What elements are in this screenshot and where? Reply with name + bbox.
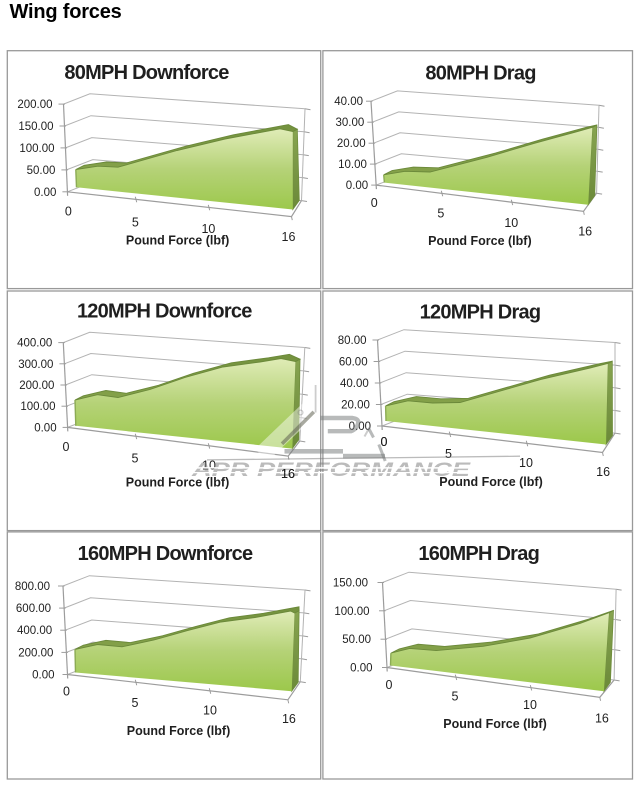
svg-text:Pound Force (lbf): Pound Force (lbf) [439, 475, 542, 489]
svg-text:10: 10 [523, 698, 537, 712]
svg-text:150.00: 150.00 [18, 121, 53, 133]
svg-text:APR PERFORMANCE: APR PERFORMANCE [191, 460, 472, 481]
svg-text:150.00: 150.00 [333, 578, 368, 590]
svg-text:120MPH Drag: 120MPH Drag [420, 302, 541, 324]
svg-text:160MPH Downforce: 160MPH Downforce [78, 543, 253, 565]
svg-text:0.00: 0.00 [350, 663, 372, 675]
svg-text:10.00: 10.00 [338, 159, 367, 171]
svg-text:40.00: 40.00 [334, 96, 363, 108]
svg-text:0.00: 0.00 [34, 422, 56, 434]
svg-text:100.00: 100.00 [19, 143, 54, 155]
svg-text:5: 5 [437, 207, 444, 221]
svg-text:16: 16 [578, 224, 592, 238]
svg-text:30.00: 30.00 [336, 117, 365, 129]
svg-text:16: 16 [596, 465, 610, 479]
svg-text:5: 5 [132, 216, 139, 230]
svg-text:0: 0 [386, 678, 393, 692]
svg-text:200.00: 200.00 [19, 380, 54, 392]
svg-text:16: 16 [595, 711, 609, 725]
svg-text:16: 16 [282, 230, 296, 244]
svg-text:Wing forces: Wing forces [10, 1, 122, 23]
svg-text:0: 0 [63, 685, 70, 699]
svg-text:50.00: 50.00 [342, 634, 371, 646]
svg-text:0: 0 [371, 196, 378, 210]
svg-text:20.00: 20.00 [341, 400, 370, 412]
svg-text:300.00: 300.00 [18, 359, 53, 371]
svg-text:120MPH Downforce: 120MPH Downforce [77, 301, 252, 323]
svg-text:0: 0 [381, 435, 388, 449]
svg-text:0.00: 0.00 [32, 670, 54, 682]
svg-text:16: 16 [282, 712, 296, 726]
svg-text:16: 16 [281, 467, 295, 481]
svg-text:10: 10 [201, 222, 215, 236]
svg-text:10: 10 [203, 704, 217, 718]
svg-text:160MPH Drag: 160MPH Drag [418, 543, 539, 565]
svg-text:400.00: 400.00 [17, 625, 52, 637]
svg-text:Pound Force (lbf): Pound Force (lbf) [126, 234, 229, 248]
svg-text:0.00: 0.00 [346, 180, 368, 192]
svg-text:5: 5 [132, 452, 139, 466]
svg-text:50.00: 50.00 [27, 165, 56, 177]
svg-text:100.00: 100.00 [334, 606, 369, 618]
svg-text:60.00: 60.00 [339, 357, 368, 369]
svg-text:20.00: 20.00 [337, 138, 366, 150]
svg-text:80MPH Drag: 80MPH Drag [425, 63, 535, 85]
svg-text:800.00: 800.00 [15, 581, 50, 593]
svg-text:40.00: 40.00 [340, 378, 369, 390]
svg-text:Pound Force (lbf): Pound Force (lbf) [443, 717, 546, 731]
svg-text:400.00: 400.00 [17, 338, 52, 350]
svg-text:10: 10 [519, 456, 533, 470]
svg-text:5: 5 [452, 690, 459, 704]
svg-text:0: 0 [63, 440, 70, 454]
svg-text:0: 0 [65, 205, 72, 219]
svg-text:600.00: 600.00 [16, 603, 51, 615]
svg-text:200.00: 200.00 [18, 647, 53, 659]
svg-text:0.00: 0.00 [34, 187, 56, 199]
svg-text:5: 5 [445, 447, 452, 461]
svg-text:100.00: 100.00 [20, 401, 55, 413]
svg-text:80.00: 80.00 [338, 335, 367, 347]
svg-text:80MPH Downforce: 80MPH Downforce [64, 62, 229, 84]
svg-text:10: 10 [202, 459, 216, 473]
svg-text:Pound Force (lbf): Pound Force (lbf) [126, 476, 229, 490]
svg-text:200.00: 200.00 [17, 99, 52, 111]
svg-text:0: 0 [381, 435, 388, 449]
svg-text:Pound Force (lbf): Pound Force (lbf) [428, 234, 531, 248]
svg-text:Pound Force (lbf): Pound Force (lbf) [127, 724, 230, 738]
svg-text:5: 5 [132, 696, 139, 710]
svg-text:10: 10 [504, 216, 518, 230]
svg-text:16: 16 [281, 467, 295, 481]
